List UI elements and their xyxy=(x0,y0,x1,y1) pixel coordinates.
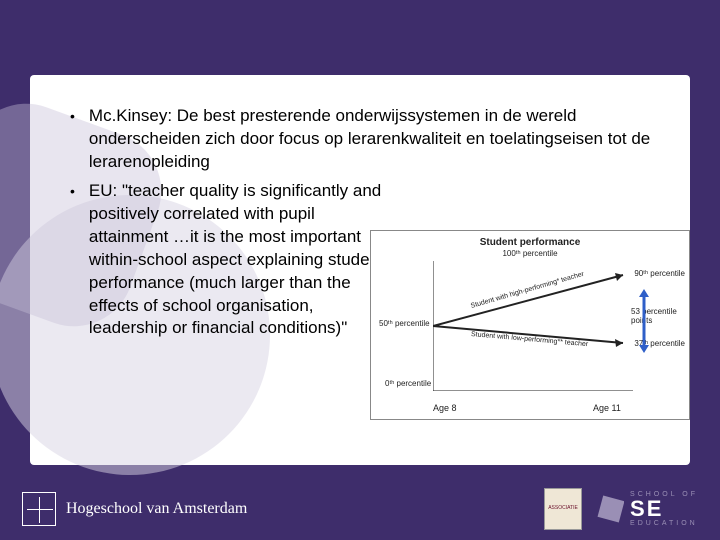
bullet-icon: • xyxy=(70,180,75,341)
chart-subtitle: 100ᵗʰ percentile xyxy=(371,249,689,258)
x-axis-label: Age 8 xyxy=(433,403,457,413)
list-item: • Mc.Kinsey: De best presterende onderwi… xyxy=(60,105,660,174)
delta-arrow-icon xyxy=(637,289,651,353)
associatie-text: ASSOCIATIE xyxy=(548,506,578,512)
soe-logo: SCHOOL OF SE EDUCATION xyxy=(590,490,698,528)
bullet-text: Mc.Kinsey: De best presterende onderwijs… xyxy=(89,105,660,174)
y-axis-label: 0ᵗʰ percentile xyxy=(385,379,431,388)
chart-note-upper: 90ᵗʰ percentile xyxy=(634,269,685,278)
chart-svg xyxy=(433,261,633,391)
associatie-logo: ASSOCIATIE xyxy=(544,488,582,530)
soe-big: SE xyxy=(630,499,698,519)
y-axis-label: 50ᵗʰ percentile xyxy=(379,319,430,328)
chart-title: Student performance xyxy=(371,237,689,248)
performance-chart: Student performance 100ᵗʰ percentile 50ᵗ… xyxy=(370,230,690,420)
slide: • Mc.Kinsey: De best presterende onderwi… xyxy=(0,0,720,540)
hva-logo: Hogeschool van Amsterdam xyxy=(22,492,247,526)
soe-shape-icon xyxy=(590,492,624,526)
hva-text: Hogeschool van Amsterdam xyxy=(66,500,247,518)
right-logos: ASSOCIATIE SCHOOL OF SE EDUCATION xyxy=(544,488,698,530)
soe-bottom: EDUCATION xyxy=(630,519,698,528)
hva-mark-icon xyxy=(22,492,56,526)
footer: Hogeschool van Amsterdam ASSOCIATIE SCHO… xyxy=(0,478,720,540)
x-axis-label: Age 11 xyxy=(593,403,621,413)
bullet-icon: • xyxy=(70,105,75,174)
content-area: • Mc.Kinsey: De best presterende onderwi… xyxy=(30,75,690,465)
bullet-text: EU: "teacher quality is significantly an… xyxy=(89,180,389,341)
